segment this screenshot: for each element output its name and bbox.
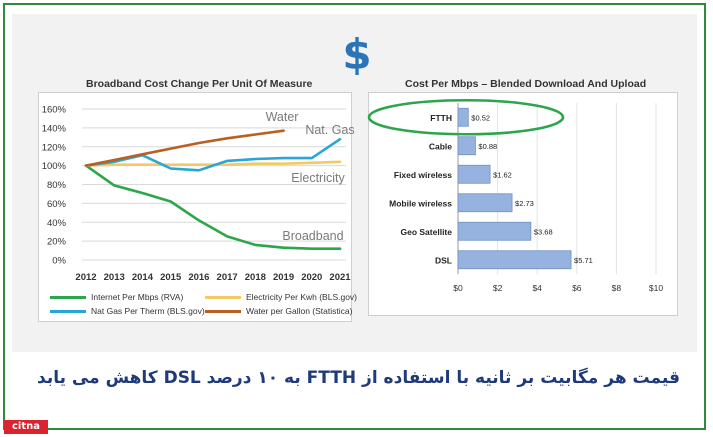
citna-logo: citna: [4, 420, 48, 434]
highlight-ellipse: [367, 98, 565, 136]
legend-label-water: Water per Gallon (Statistica): [246, 306, 353, 316]
series-line-2: [84, 137, 342, 172]
image-frame: [3, 3, 706, 430]
data-label: $0.88: [478, 142, 497, 151]
legend-item-natgas: Nat Gas Per Therm (BLS.gov): [50, 306, 205, 316]
x-tick-label: $0: [453, 283, 463, 293]
x-tick-label: $10: [649, 283, 663, 293]
bar: [457, 136, 476, 156]
legend-label-internet: Internet Per Mbps (RVA): [91, 292, 184, 302]
x-tick-label: 2013: [104, 272, 125, 283]
y-tick-label: 120%: [42, 142, 67, 153]
x-tick-label: 2021: [329, 272, 351, 283]
category-label: FTTH: [430, 113, 452, 123]
category-label: Cable: [429, 141, 452, 151]
data-label: $3.68: [534, 227, 553, 236]
category-label: Geo Satellite: [401, 227, 453, 237]
category-label: DSL: [435, 255, 452, 265]
legend-swatch-electricity: [205, 296, 241, 300]
x-tick-label: 2017: [217, 272, 238, 283]
y-tick-label: 40%: [47, 218, 67, 229]
bar: [457, 221, 532, 241]
y-tick-label: 100%: [42, 161, 67, 172]
category-label: Mobile wireless: [389, 198, 452, 208]
data-label: $2.73: [515, 199, 534, 208]
legend-item-internet: Internet Per Mbps (RVA): [50, 292, 183, 302]
legend-swatch-internet: [50, 296, 86, 300]
series-label: Water: [266, 110, 299, 124]
x-tick-label: $4: [532, 283, 542, 293]
series-label: Nat. Gas: [305, 123, 354, 137]
x-tick-label: $8: [612, 283, 622, 293]
x-tick-label: 2015: [160, 272, 182, 283]
bar: [457, 107, 469, 127]
caption-text: قیمت هر مگابیت بر ثانیه با استفاده از FT…: [37, 368, 680, 388]
legend-swatch-natgas: [50, 310, 86, 314]
bar-chart-title: Cost Per Mbps – Blended Download And Upl…: [405, 78, 647, 90]
bar: [457, 193, 513, 213]
y-tick-label: 160%: [42, 105, 67, 116]
y-tick-label: 80%: [47, 180, 67, 191]
x-tick-label: 2019: [273, 272, 294, 283]
y-tick-label: 20%: [47, 237, 67, 248]
x-tick-label: 2018: [245, 272, 266, 283]
x-tick-label: 2014: [132, 272, 154, 283]
y-tick-label: 60%: [47, 199, 67, 210]
legend-item-electricity: Electricity Per Kwh (BLS.gov): [205, 292, 357, 302]
bar: [457, 164, 491, 184]
series-line-0: [84, 164, 342, 250]
category-label: Fixed wireless: [394, 170, 452, 180]
x-tick-label: 2016: [188, 272, 209, 283]
series-label: Broadband: [282, 229, 343, 243]
legend-label-natgas: Nat Gas Per Therm (BLS.gov): [91, 306, 205, 316]
series-label: Electricity: [291, 171, 345, 185]
legend-swatch-water: [205, 310, 241, 314]
bar-chart-plot-area: [368, 92, 678, 316]
line-chart-title: Broadband Cost Change Per Unit Of Measur…: [86, 78, 313, 90]
x-tick-label: 2012: [75, 272, 96, 283]
x-tick-label: $6: [572, 283, 582, 293]
bar: [457, 250, 572, 270]
x-tick-label: $2: [493, 283, 503, 293]
legend-label-electricity: Electricity Per Kwh (BLS.gov): [246, 292, 358, 302]
y-tick-label: 0%: [52, 256, 66, 267]
y-tick-label: 140%: [42, 123, 67, 134]
series-line-3: [84, 129, 285, 167]
x-tick-label: 2020: [301, 272, 322, 283]
line-chart-plot-area: [38, 92, 352, 322]
dollar-icon: $: [342, 30, 372, 79]
data-label: $5.71: [574, 256, 593, 265]
data-label: $0.52: [471, 113, 490, 122]
data-label: $1.62: [493, 170, 512, 179]
legend-item-water: Water per Gallon (Statistica): [205, 306, 352, 316]
